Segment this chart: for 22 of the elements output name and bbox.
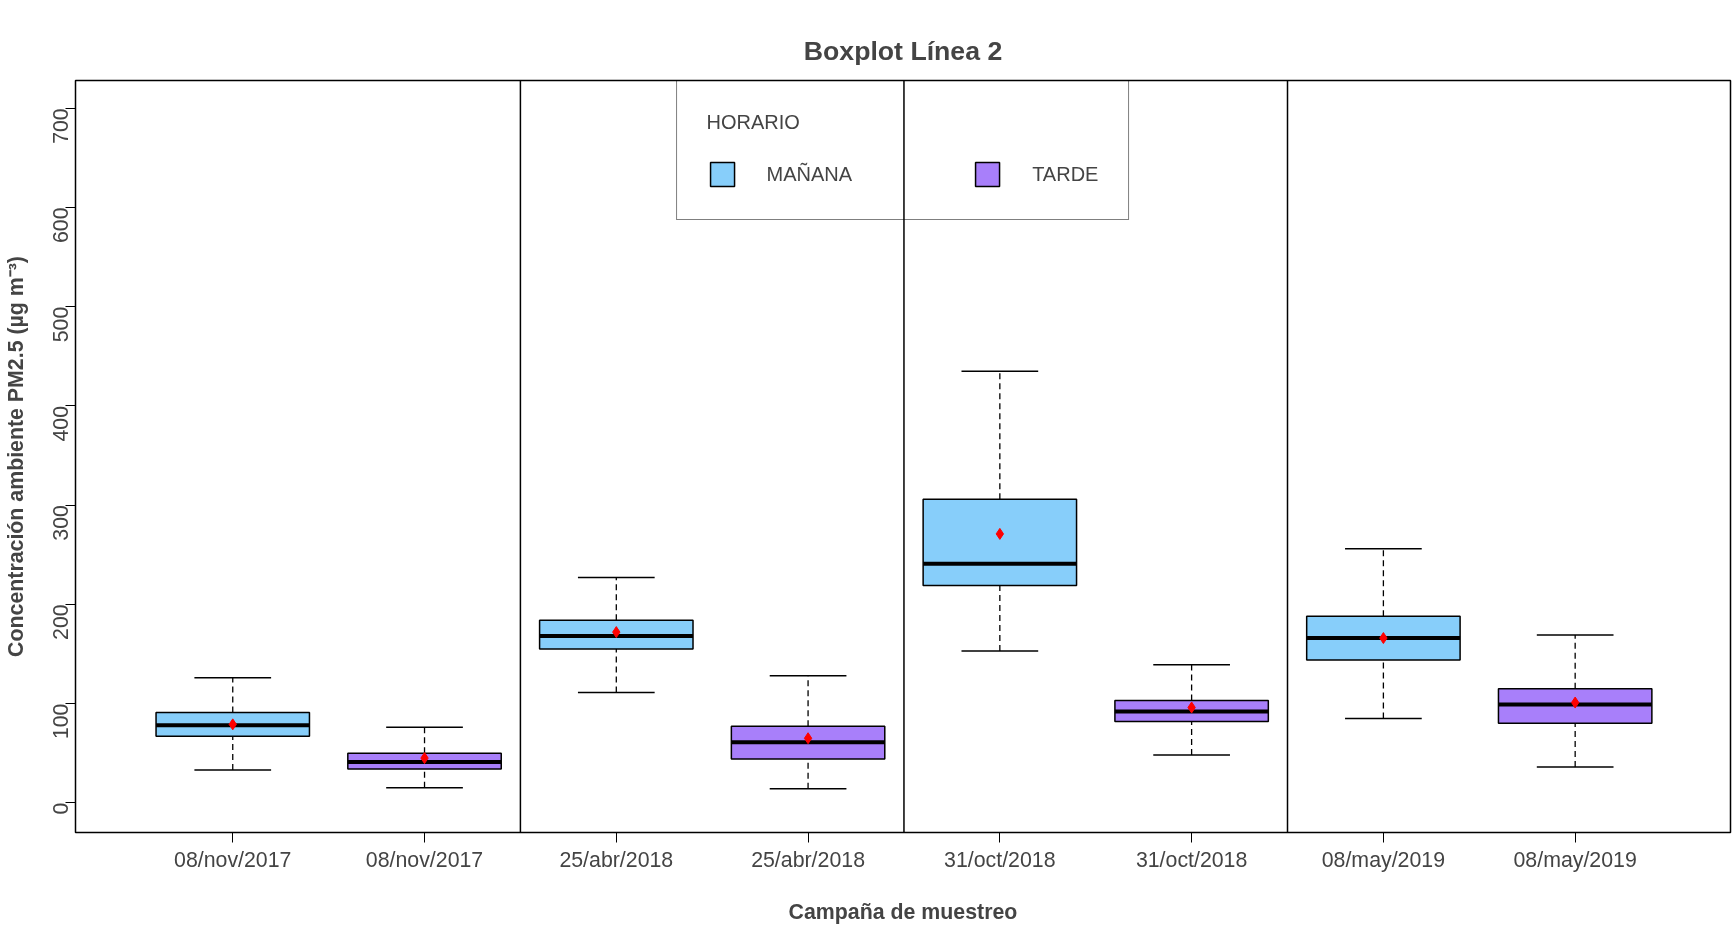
x-tick-label: 31/oct/2018: [944, 847, 1056, 872]
x-tick-label: 08/may/2019: [1513, 847, 1637, 872]
y-tick-label: 400: [49, 405, 73, 442]
y-tick-label: 700: [49, 108, 73, 144]
chart-title: Boxplot Línea 2: [803, 35, 1003, 66]
x-tick-label: 25/abr/2018: [751, 847, 866, 872]
x-tick-label: 31/oct/2018: [1135, 847, 1248, 872]
x-tick-label: 08/nov/2017: [174, 847, 292, 872]
x-axis-title: Campaña de muestreo: [788, 899, 1018, 924]
y-tick-label: 500: [49, 306, 73, 343]
y-tick-label: 0: [49, 802, 73, 815]
y-tick-label: 100: [49, 703, 73, 740]
legend-label: TARDE: [1032, 162, 1099, 186]
legend-title: HORARIO: [706, 111, 801, 134]
y-tick-label: 300: [49, 504, 73, 541]
y-axis-title: Concentración ambiente PM2.5 (µg m⁻³): [3, 256, 28, 657]
x-tick-label: 08/nov/2017: [365, 847, 484, 872]
legend-label: MAÑANA: [766, 162, 853, 186]
y-tick-label: 600: [49, 207, 73, 244]
x-tick-label: 08/may/2019: [1321, 847, 1446, 872]
y-tick-label: 200: [49, 604, 73, 640]
x-tick-label: 25/abr/2018: [559, 847, 674, 872]
